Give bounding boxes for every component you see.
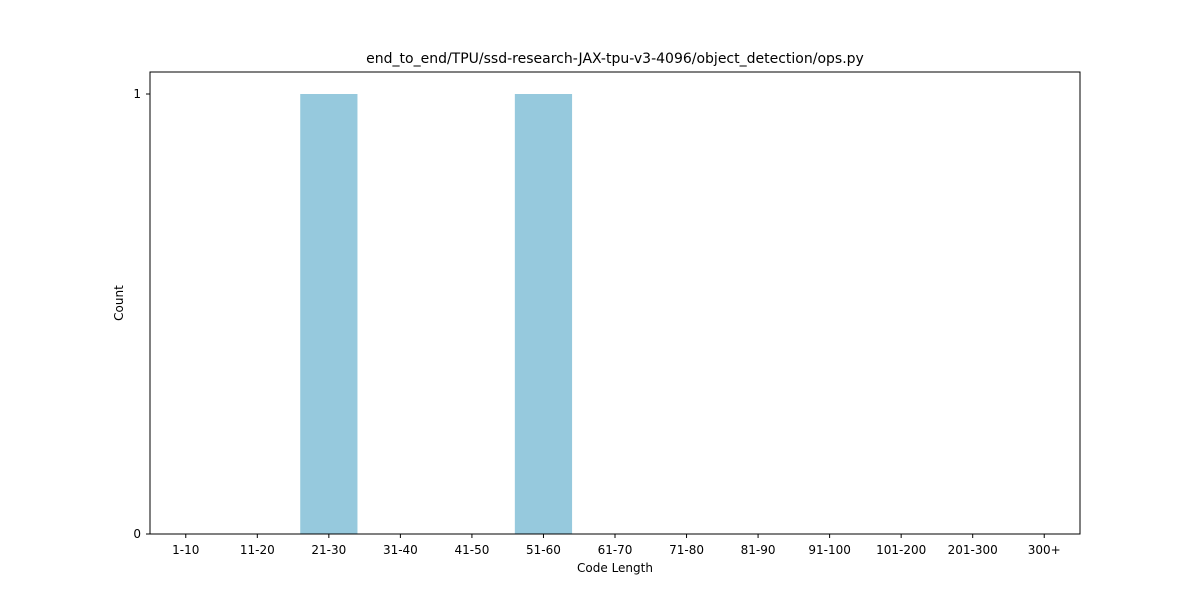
x-tick-label: 61-70 <box>598 543 633 557</box>
x-tick-label: 1-10 <box>172 543 199 557</box>
x-tick-label: 91-100 <box>808 543 851 557</box>
y-axis: 01 <box>133 87 150 541</box>
x-axis: 1-10 11-20 21-30 31-40 41-50 51-60 61-70 71-80 8… <box>172 534 1061 557</box>
bars-group <box>300 94 573 534</box>
y-axis-label: Count <box>112 285 126 321</box>
x-tick-label: 21-30 <box>311 543 346 557</box>
x-axis-label: Code Length <box>577 561 653 575</box>
chart-title: end_to_end/TPU/ssd-research-JAX-tpu-v3-4… <box>366 51 864 67</box>
x-tick-label: 300+ <box>1028 543 1061 557</box>
y-tick-label: 0 <box>133 527 141 541</box>
x-tick-label: 11-20 <box>240 543 275 557</box>
x-tick-label: 41-50 <box>454 543 489 557</box>
x-tick-label: 201-300 <box>948 543 998 557</box>
x-tick-label: 31-40 <box>383 543 418 557</box>
x-tick-label: 101-200 <box>876 543 926 557</box>
y-tick-label: 1 <box>133 87 141 101</box>
bar-51-60 <box>514 94 573 534</box>
x-tick-label: 81-90 <box>741 543 776 557</box>
x-tick-label: 51-60 <box>526 543 561 557</box>
x-tick-label: 71-80 <box>669 543 704 557</box>
bar-21-30 <box>300 94 358 534</box>
